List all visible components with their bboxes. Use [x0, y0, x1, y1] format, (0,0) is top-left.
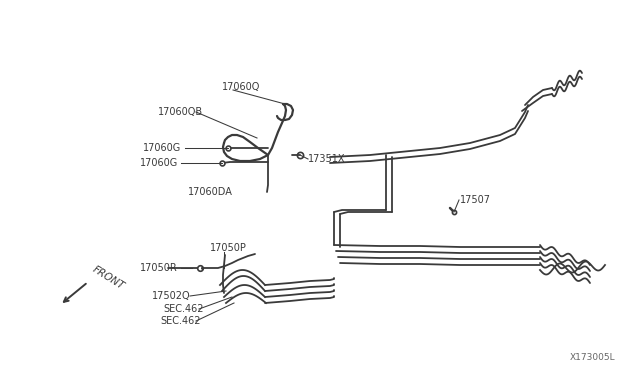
Text: SEC.462: SEC.462: [163, 304, 204, 314]
Text: 17050P: 17050P: [210, 243, 247, 253]
Text: 17507: 17507: [460, 195, 491, 205]
Text: 17351X: 17351X: [308, 154, 346, 164]
Text: 17060Q: 17060Q: [222, 82, 260, 92]
Text: 17060G: 17060G: [143, 143, 181, 153]
Text: 17502Q: 17502Q: [152, 291, 191, 301]
Text: 17060DA: 17060DA: [188, 187, 233, 197]
Text: 17060QB: 17060QB: [158, 107, 203, 117]
Text: FRONT: FRONT: [91, 264, 127, 292]
Text: X173005L: X173005L: [570, 353, 616, 362]
Text: 17060G: 17060G: [140, 158, 179, 168]
Text: SEC.462: SEC.462: [160, 316, 200, 326]
Text: 17050R: 17050R: [140, 263, 178, 273]
